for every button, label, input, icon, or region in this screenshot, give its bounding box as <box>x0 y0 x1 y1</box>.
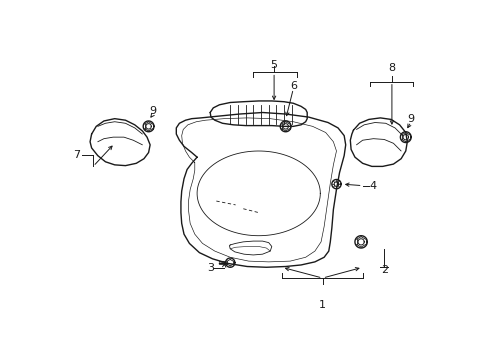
Text: 6: 6 <box>289 81 296 91</box>
Text: 7: 7 <box>73 150 80 160</box>
Text: 9: 9 <box>407 114 414 123</box>
Text: 9: 9 <box>149 106 157 116</box>
Text: 4: 4 <box>369 181 376 191</box>
Text: 3: 3 <box>206 263 213 273</box>
Text: 2: 2 <box>380 265 387 275</box>
Text: 5: 5 <box>270 60 277 70</box>
Text: 8: 8 <box>387 63 395 73</box>
Text: 1: 1 <box>319 300 325 310</box>
